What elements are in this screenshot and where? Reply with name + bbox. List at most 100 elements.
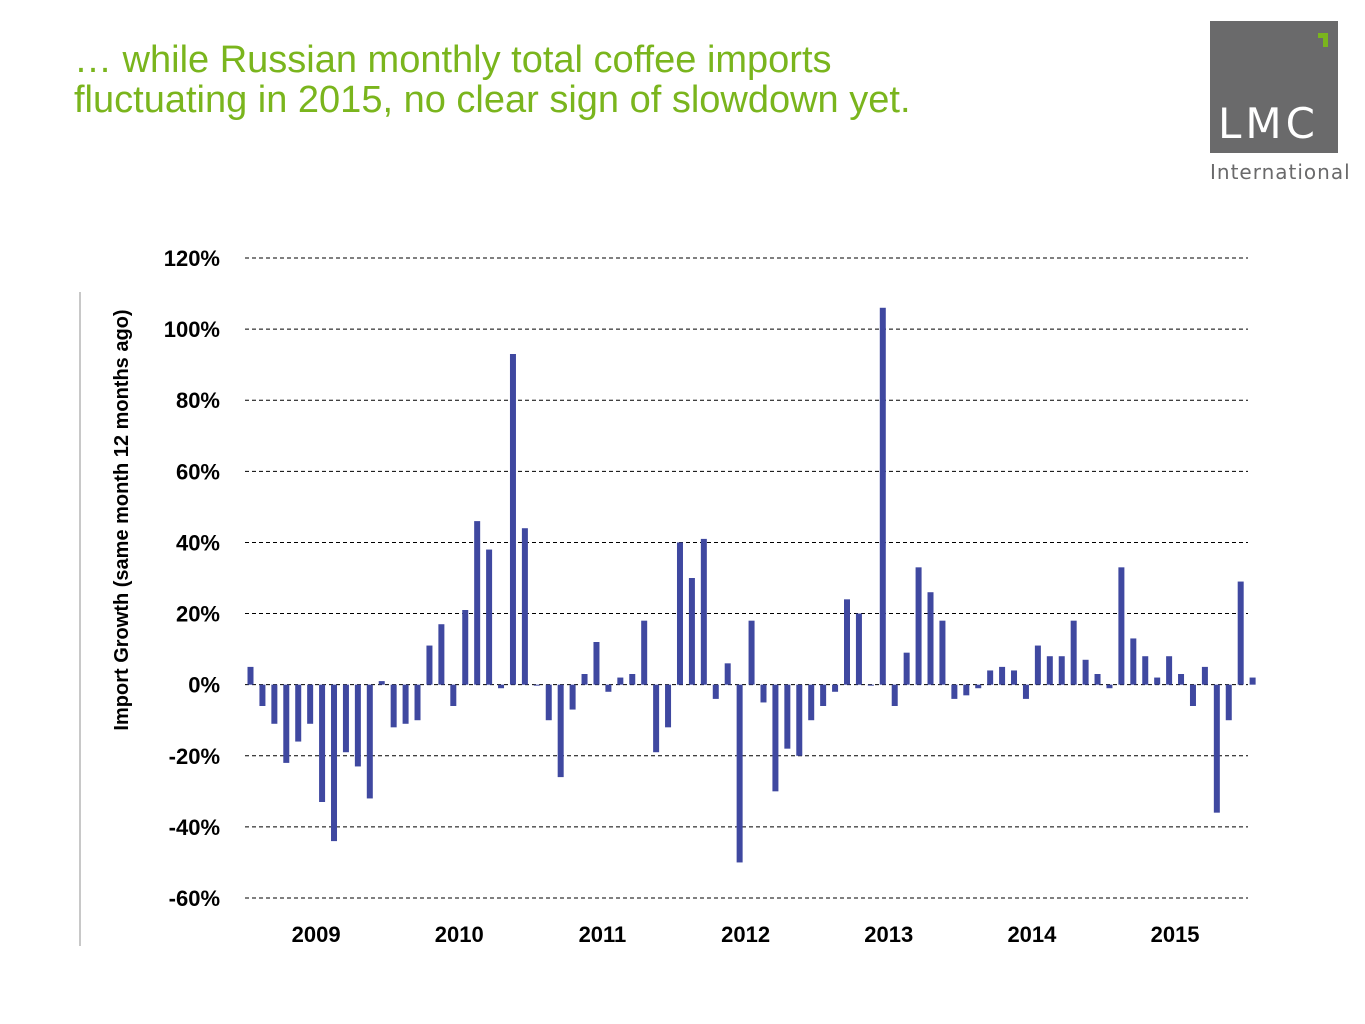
bar: [247, 666, 254, 685]
bar: [1034, 645, 1041, 685]
bar: [1046, 656, 1053, 685]
page-title: … while Russian monthly total coffee imp…: [74, 40, 1174, 120]
bar: [1178, 674, 1185, 685]
y-tick-labels: 120% 100% 80% 60% 40% 20% 0% -20% -40% -60%: [164, 246, 220, 911]
bar: [879, 307, 886, 685]
bar: [784, 684, 791, 749]
bar: [1154, 677, 1161, 685]
logo-text: LMC: [1218, 99, 1319, 148]
bar: [378, 681, 385, 685]
bar: [975, 684, 982, 689]
bar: [1142, 656, 1149, 685]
bar: [808, 684, 815, 721]
bar: [629, 674, 636, 685]
y-tick-label: 0%: [188, 673, 220, 698]
bar: [832, 684, 839, 692]
bar: [462, 610, 469, 685]
y-tick-label: 100%: [164, 317, 220, 342]
bar: [1201, 666, 1208, 685]
bar: [259, 684, 266, 706]
x-tick-label: 2009: [292, 922, 341, 947]
bar: [891, 684, 898, 706]
x-tick-label: 2014: [1007, 922, 1057, 947]
bar: [581, 674, 588, 685]
bar: [688, 578, 695, 685]
title-line-2: fluctuating in 2015, no clear sign of sl…: [74, 79, 911, 121]
bar: [903, 652, 910, 685]
bar: [867, 684, 874, 686]
bar: [927, 592, 934, 685]
title-line-1: … while Russian monthly total coffee imp…: [74, 39, 832, 81]
bar: [1022, 684, 1029, 699]
bar: [748, 620, 755, 685]
bar: [724, 663, 731, 685]
bar: [533, 684, 540, 686]
bar: [1082, 659, 1089, 685]
bar: [1118, 567, 1125, 685]
bar: [665, 684, 672, 728]
bar: [796, 684, 803, 756]
bar: [438, 624, 445, 685]
bar: [1106, 684, 1113, 689]
bar: [676, 542, 683, 685]
bar: [390, 684, 397, 728]
bar: [700, 538, 707, 685]
y-tick-label: 60%: [176, 459, 220, 484]
gridlines: [245, 257, 1248, 899]
bar: [474, 521, 481, 685]
x-tick-label: 2011: [579, 922, 627, 947]
bar: [450, 684, 457, 706]
bar: [307, 684, 314, 724]
y-tick-label: 40%: [176, 530, 220, 555]
bar: [331, 684, 338, 842]
bar: [951, 684, 958, 699]
y-tick-label: -40%: [169, 815, 220, 840]
bar: [641, 620, 648, 685]
bar: [414, 684, 421, 721]
bar: [844, 599, 850, 685]
bar: [486, 549, 493, 685]
bar: [1249, 677, 1256, 685]
bar: [509, 354, 516, 685]
x-tick-labels: 2009 2010 2011 2012 2013 2014 2015: [292, 922, 1200, 947]
x-tick-label: 2013: [864, 922, 913, 947]
bar: [999, 666, 1006, 685]
bar: [1166, 656, 1173, 685]
y-tick-label: 80%: [176, 388, 220, 413]
bar: [653, 684, 660, 753]
lmc-logo: LMC: [1210, 21, 1338, 153]
bar: [1058, 656, 1065, 685]
bar: [498, 684, 505, 689]
bar: [987, 670, 994, 685]
bar: [402, 684, 409, 724]
y-tick-label: -20%: [169, 744, 220, 769]
bar: [1130, 638, 1137, 685]
bar: [1225, 684, 1232, 721]
bar: [1213, 684, 1220, 813]
bar: [915, 567, 922, 685]
bar: [1189, 684, 1196, 706]
bar: [617, 677, 624, 685]
bar: [593, 642, 600, 685]
bar: [736, 684, 743, 863]
x-tick-label: 2015: [1151, 922, 1200, 947]
bar: [354, 684, 361, 767]
y-axis-label: Import Growth (same month 12 months ago): [111, 309, 133, 730]
x-tick-label: 2012: [721, 922, 770, 947]
bar: [605, 684, 612, 692]
y-tick-label: 120%: [164, 246, 220, 271]
bar: [319, 684, 326, 802]
bar: [271, 684, 278, 724]
side-divider: [79, 292, 81, 946]
bar: [939, 620, 946, 685]
y-tick-label: 20%: [176, 602, 220, 627]
x-tick-label: 2010: [435, 922, 484, 947]
bar: [1011, 670, 1018, 685]
bar: [342, 684, 349, 753]
bar: [366, 684, 373, 799]
bar: [569, 684, 576, 710]
bar: [1070, 620, 1077, 685]
bar: [295, 684, 302, 742]
bar: [426, 645, 433, 685]
